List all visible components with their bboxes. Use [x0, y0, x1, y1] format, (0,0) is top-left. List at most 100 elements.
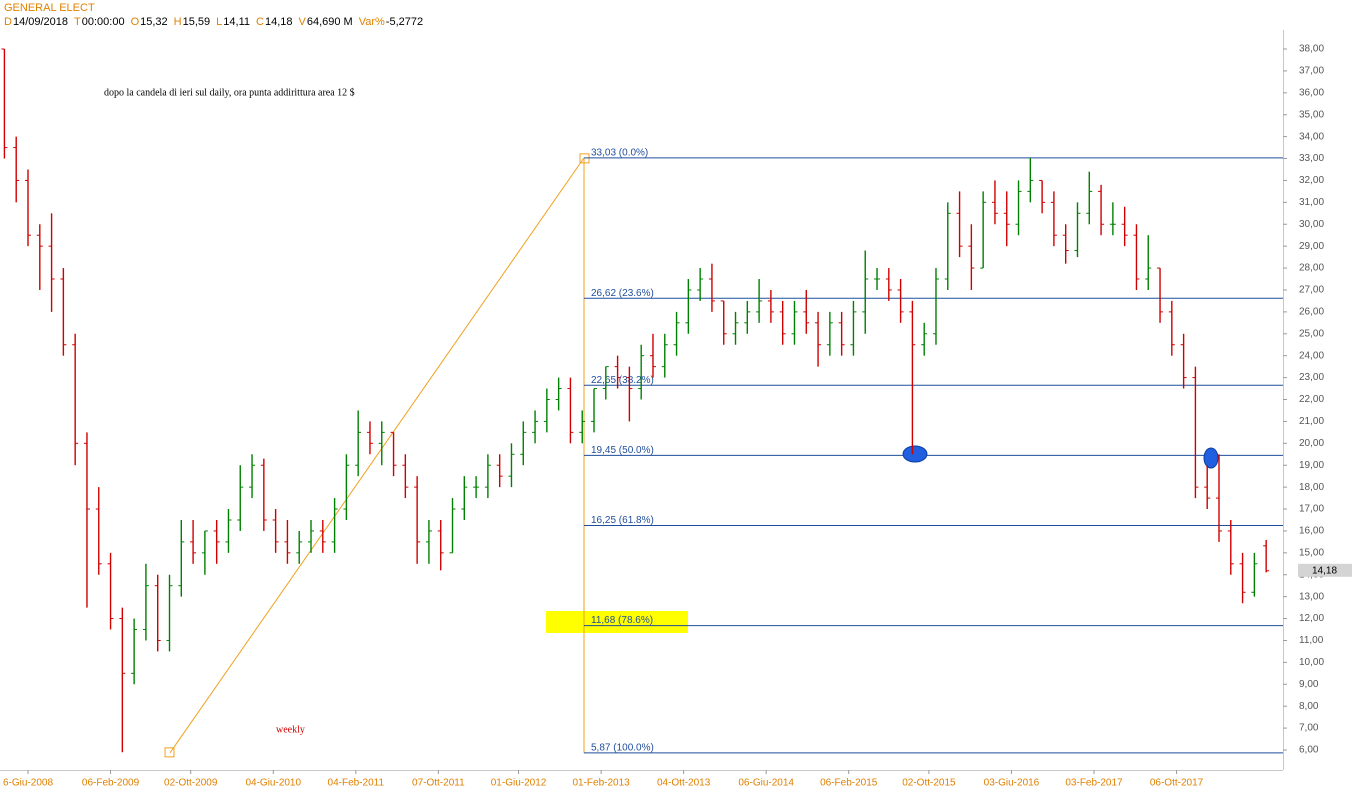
- ohlc-bar: [756, 279, 763, 323]
- ohlc-bar: [225, 509, 232, 553]
- y-tick-label: 35,00: [1299, 109, 1324, 120]
- ohlc-bar: [343, 454, 350, 520]
- ohlc-bar: [1251, 552, 1258, 597]
- y-tick-label: 11,00: [1299, 635, 1324, 646]
- ohlc-bar: [95, 487, 102, 575]
- y-tick-label: 30,00: [1299, 219, 1324, 230]
- y-tick-label: 29,00: [1299, 241, 1324, 252]
- ohlc-bar: [1050, 191, 1057, 247]
- annotation: weekly: [276, 724, 305, 735]
- y-tick-label: 23,00: [1299, 372, 1324, 383]
- ohlc-bar: [862, 250, 869, 334]
- ohlc-bar: [308, 519, 315, 553]
- ohlc-bar: [260, 458, 267, 531]
- ohlc-bar: [60, 268, 67, 356]
- ohlc-bar: [237, 465, 244, 531]
- header-value: 14/09/2018: [13, 16, 68, 28]
- ohlc-bar: [142, 563, 149, 641]
- x-tick-label: 04-Ott-2013: [657, 778, 711, 789]
- y-tick-label: 26,00: [1299, 307, 1324, 318]
- ohlc-bar: [1192, 366, 1199, 499]
- x-tick-label: 02-Ott-2015: [902, 778, 956, 789]
- ohlc-bar: [732, 311, 739, 345]
- ohlc-bar: [921, 322, 928, 356]
- ohlc-bar: [1039, 179, 1046, 214]
- header-key: H: [174, 16, 182, 28]
- y-tick-label: 10,00: [1299, 657, 1324, 668]
- ohlc-bar: [944, 202, 951, 290]
- y-tick-label: 15,00: [1299, 547, 1324, 558]
- ohlc-bar: [826, 311, 833, 356]
- ohlc-bar: [425, 519, 432, 564]
- ohlc-bar: [1227, 519, 1234, 575]
- x-tick-label: 01-Feb-2013: [572, 778, 630, 789]
- y-tick-label: 21,00: [1299, 416, 1324, 427]
- fib-label: 16,25 (61.8%): [591, 515, 654, 526]
- last-price-label: 14,18: [1312, 565, 1337, 576]
- ohlc-bar: [791, 300, 798, 345]
- ohlc-bar: [626, 366, 633, 422]
- ohlc-bar: [272, 509, 279, 553]
- header-key: O: [131, 16, 140, 28]
- ohlc-bar: [1027, 157, 1034, 203]
- ohlc-bar: [708, 263, 715, 312]
- x-tick-label: 06-Ott-2017: [1150, 778, 1204, 789]
- header-value: -5,2772: [386, 16, 423, 28]
- ohlc-bar: [614, 355, 621, 389]
- ohlc-bar: [1, 48, 8, 159]
- ohlc-bar: [779, 300, 786, 345]
- ohlc-bar: [119, 607, 126, 753]
- ohlc-bar: [720, 300, 727, 345]
- ohlc-bar: [850, 300, 857, 356]
- header-value: 14,18: [265, 16, 293, 28]
- last-price-box: [1298, 563, 1352, 577]
- fib-handle: [164, 747, 175, 758]
- ohlc-bar: [1062, 224, 1069, 264]
- x-tick-label: 01-Giu-2012: [491, 778, 547, 789]
- highlight-box: [546, 611, 688, 633]
- ohlc-bar: [1263, 539, 1270, 573]
- y-tick-label: 38,00: [1299, 44, 1324, 55]
- highlight-ellipse: [902, 445, 928, 463]
- ohlc-bar: [1204, 465, 1211, 510]
- ohlc-bar: [815, 311, 822, 367]
- ohlc-bar: [249, 454, 256, 499]
- y-tick-label: 27,00: [1299, 285, 1324, 296]
- y-tick-label: 32,00: [1299, 175, 1324, 186]
- ohlc-bar: [461, 476, 468, 520]
- header-value: 15,59: [183, 16, 211, 28]
- ohlc-bar: [131, 618, 138, 685]
- fib-label: 11,68 (78.6%): [591, 615, 653, 626]
- ohlc-bar: [13, 136, 20, 203]
- ohlc-bar: [555, 377, 562, 411]
- ohlc-bar: [36, 224, 43, 290]
- x-tick-label: 07-Ott-2011: [412, 778, 465, 789]
- ohlc-bar: [1145, 235, 1152, 290]
- ohlc-bar: [591, 388, 598, 433]
- x-tick-label: 03-Feb-2017: [1065, 778, 1123, 789]
- ohlc-bar: [1086, 171, 1093, 225]
- ohlc-bar: [803, 289, 810, 334]
- x-tick-label: 03-Giu-2016: [984, 778, 1040, 789]
- ohlc-bar: [83, 432, 90, 608]
- ohlc-bar: [744, 300, 751, 334]
- x-tick-label: 06-Feb-2015: [820, 778, 878, 789]
- header-value: 64,690 M: [307, 16, 353, 28]
- ohlc-bar: [567, 377, 574, 444]
- ohlc-bar: [885, 268, 892, 301]
- ohlc-bar: [484, 454, 491, 499]
- header-key: V: [298, 16, 306, 28]
- fib-label: 5,87 (100.0%): [591, 742, 654, 753]
- y-tick-label: 17,00: [1299, 504, 1324, 515]
- ohlc-bar: [1121, 206, 1128, 247]
- ohlc-bar: [190, 519, 197, 564]
- ohlc-bar: [449, 498, 456, 554]
- header-key: Var%: [359, 16, 385, 28]
- y-tick-label: 33,00: [1299, 153, 1324, 164]
- ohlc-bar: [1239, 552, 1246, 604]
- y-tick-label: 19,00: [1299, 460, 1324, 471]
- ohlc-bar: [201, 530, 208, 575]
- ohlc-bar: [874, 268, 881, 290]
- ohlc-bar: [402, 454, 409, 499]
